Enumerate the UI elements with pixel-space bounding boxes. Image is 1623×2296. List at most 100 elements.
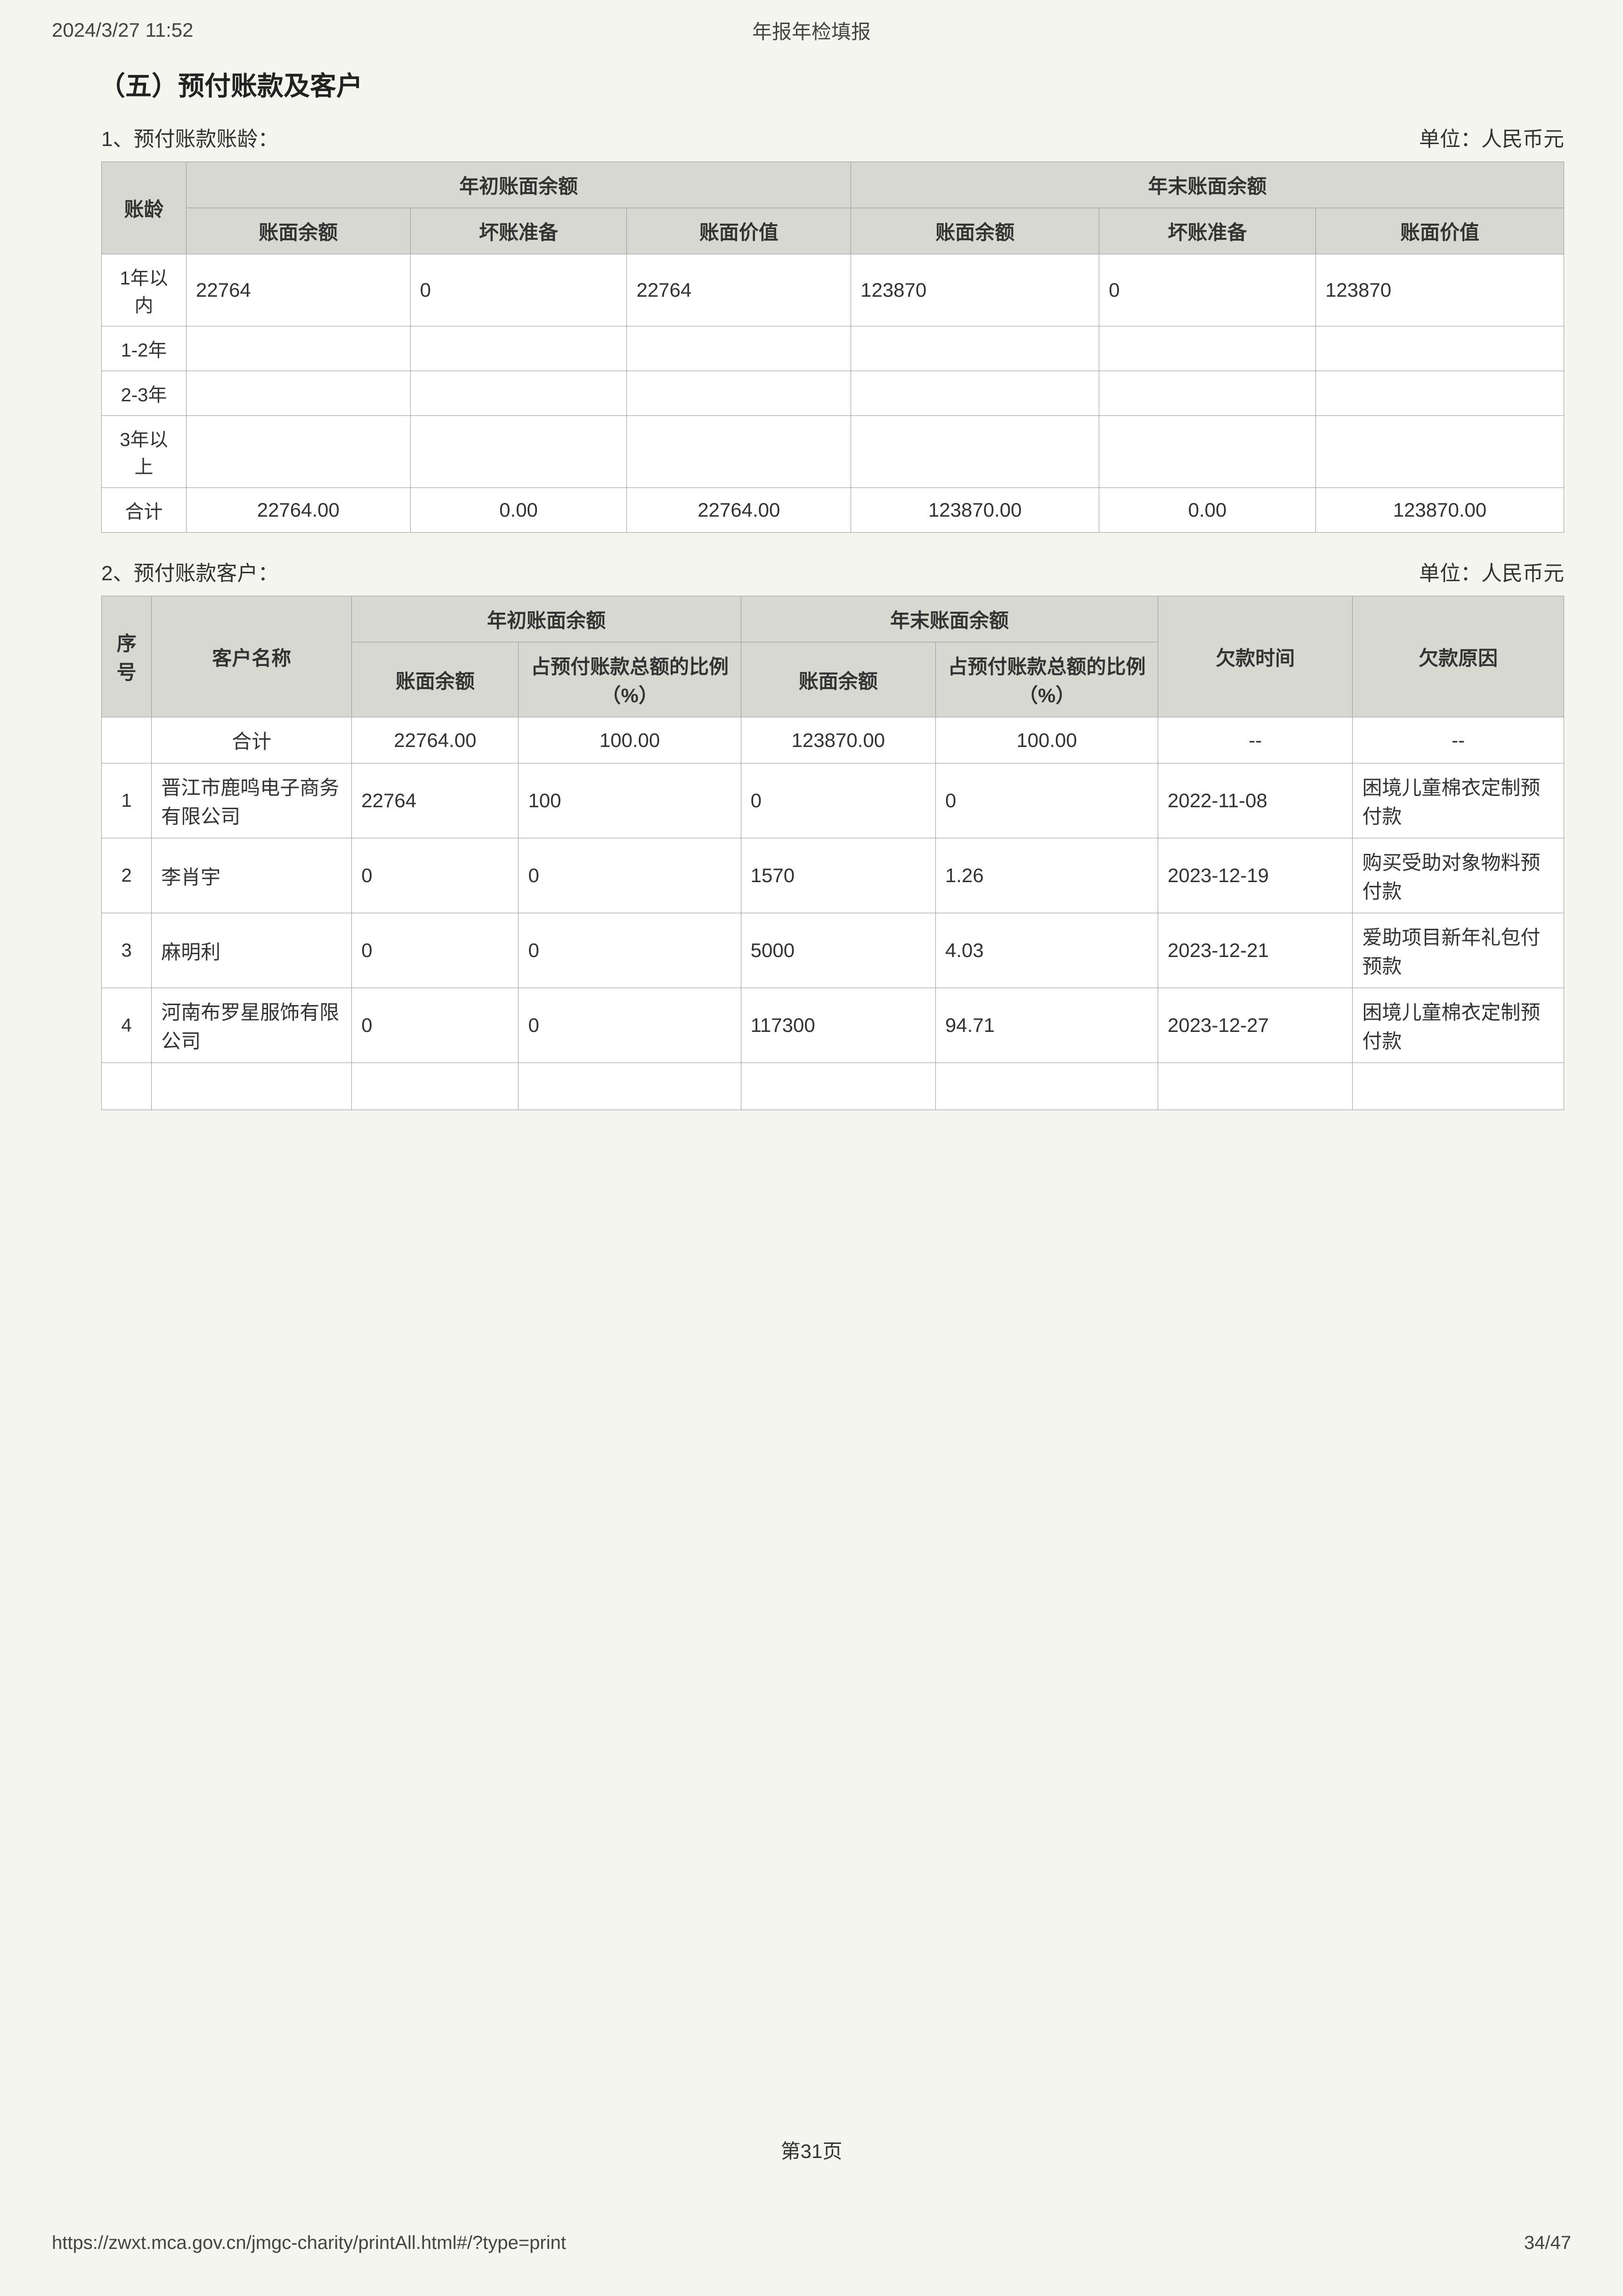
cell: 117300 — [741, 988, 935, 1063]
cell: 100 — [519, 763, 741, 838]
cell — [1315, 416, 1564, 488]
table-row: 3麻明利0050004.032023-12-21爱助项目新年礼包付预款 — [102, 913, 1564, 988]
th-customer: 客户名称 — [152, 596, 352, 717]
cell — [187, 326, 411, 371]
total-label: 合计 — [152, 717, 352, 763]
cell — [1315, 326, 1564, 371]
table-row: 1年以内227640227641238700123870 — [102, 254, 1564, 326]
timestamp: 2024/3/27 11:52 — [52, 19, 194, 41]
cell — [1099, 326, 1316, 371]
cell — [851, 326, 1099, 371]
table2-caption: 2、预付账款客户： — [101, 556, 278, 586]
cell — [851, 371, 1099, 416]
table-row: 1晋江市鹿鸣电子商务有限公司22764100002022-11-08困境儿童棉衣… — [102, 763, 1564, 838]
aging-table: 账龄 年初账面余额 年末账面余额 账面余额 坏账准备 账面价值 账面余额 坏账准… — [101, 162, 1564, 533]
cell — [102, 717, 152, 763]
cell: 100.00 — [519, 717, 741, 763]
cell: 123870 — [1315, 254, 1564, 326]
cell: 0 — [935, 763, 1158, 838]
cell: 123870.00 — [741, 717, 935, 763]
age-label: 1年以内 — [102, 254, 187, 326]
cell — [627, 371, 851, 416]
table1-unit: 单位：人民币元 — [1419, 122, 1564, 152]
total-row: 合计22764.00100.00123870.00100.00---- — [102, 717, 1564, 763]
footer: https://zwxt.mca.gov.cn/jmgc-charity/pri… — [52, 2232, 1571, 2254]
cell: 5000 — [741, 913, 935, 988]
cell: 22764.00 — [627, 488, 851, 533]
th-e-bal: 账面余额 — [851, 208, 1099, 254]
th-b-bad: 坏账准备 — [410, 208, 627, 254]
cell: 0 — [741, 763, 935, 838]
seq-cell: 2 — [102, 838, 152, 913]
th-owe-reason: 欠款原因 — [1353, 596, 1564, 717]
cell: 94.71 — [935, 988, 1158, 1063]
th-end-group2: 年末账面余额 — [741, 596, 1158, 642]
th-b-bal: 账面余额 — [187, 208, 411, 254]
customer-name: 河南布罗星服饰有限公司 — [152, 988, 352, 1063]
cell: 0.00 — [410, 488, 627, 533]
table-row: 2李肖宇0015701.262023-12-19购买受助对象物料预付款 — [102, 838, 1564, 913]
total-row: 合计22764.000.0022764.00123870.000.0012387… — [102, 488, 1564, 533]
cell: 0 — [519, 838, 741, 913]
cell: 0 — [1099, 254, 1316, 326]
cell: 0 — [519, 913, 741, 988]
cell — [627, 326, 851, 371]
document-page: 2024/3/27 11:52 年报年检填报 （五）预付账款及客户 1、预付账款… — [0, 0, 1623, 2296]
th-begin-group2: 年初账面余额 — [352, 596, 741, 642]
table1-caption-row: 1、预付账款账龄： 单位：人民币元 — [52, 122, 1571, 152]
th-e-bal2: 账面余额 — [741, 642, 935, 717]
doc-title: 年报年检填报 — [752, 16, 871, 45]
th-begin-group: 年初账面余额 — [187, 162, 851, 208]
owe-time: 2023-12-27 — [1158, 988, 1353, 1063]
age-label: 2-3年 — [102, 371, 187, 416]
page-number-label: 第31页 — [781, 2135, 843, 2164]
cell: -- — [1353, 717, 1564, 763]
table-row — [102, 1063, 1564, 1110]
footer-url: https://zwxt.mca.gov.cn/jmgc-charity/pri… — [52, 2232, 566, 2254]
table-row: 2-3年 — [102, 371, 1564, 416]
customer-name: 李肖宇 — [152, 838, 352, 913]
cell — [1315, 371, 1564, 416]
th-age: 账龄 — [102, 162, 187, 254]
owe-reason: 爱助项目新年礼包付预款 — [1353, 913, 1564, 988]
owe-time: 2022-11-08 — [1158, 763, 1353, 838]
cell: 123870.00 — [851, 488, 1099, 533]
cell: 100.00 — [935, 717, 1158, 763]
page-header: 2024/3/27 11:52 年报年检填报 — [52, 19, 1571, 41]
age-label: 3年以上 — [102, 416, 187, 488]
cell: 0 — [519, 988, 741, 1063]
cell — [410, 371, 627, 416]
owe-time: 2023-12-19 — [1158, 838, 1353, 913]
cell — [187, 416, 411, 488]
th-owe-time: 欠款时间 — [1158, 596, 1353, 717]
total-label: 合计 — [102, 488, 187, 533]
th-end-group: 年末账面余额 — [851, 162, 1564, 208]
seq-cell: 3 — [102, 913, 152, 988]
seq-cell: 4 — [102, 988, 152, 1063]
th-b-pct: 占预付账款总额的比例（%） — [519, 642, 741, 717]
cell: 123870 — [851, 254, 1099, 326]
cell: 22764 — [627, 254, 851, 326]
cell — [627, 416, 851, 488]
customer-name: 麻明利 — [152, 913, 352, 988]
th-b-bal2: 账面余额 — [352, 642, 519, 717]
th-e-bad: 坏账准备 — [1099, 208, 1316, 254]
owe-time: 2023-12-21 — [1158, 913, 1353, 988]
cell: 1.26 — [935, 838, 1158, 913]
cell — [410, 416, 627, 488]
cell: 0 — [352, 988, 519, 1063]
cell: 123870.00 — [1315, 488, 1564, 533]
cell: 0.00 — [1099, 488, 1316, 533]
th-e-pct: 占预付账款总额的比例（%） — [935, 642, 1158, 717]
cell: 0 — [352, 838, 519, 913]
cell: 0 — [352, 913, 519, 988]
cell — [851, 416, 1099, 488]
cell: 0 — [410, 254, 627, 326]
cell — [410, 326, 627, 371]
table2-caption-row: 2、预付账款客户： 单位：人民币元 — [52, 556, 1571, 586]
customer-name: 晋江市鹿鸣电子商务有限公司 — [152, 763, 352, 838]
table2-unit: 单位：人民币元 — [1419, 556, 1564, 586]
table-row: 1-2年 — [102, 326, 1564, 371]
owe-reason: 困境儿童棉衣定制预付款 — [1353, 988, 1564, 1063]
th-b-val: 账面价值 — [627, 208, 851, 254]
